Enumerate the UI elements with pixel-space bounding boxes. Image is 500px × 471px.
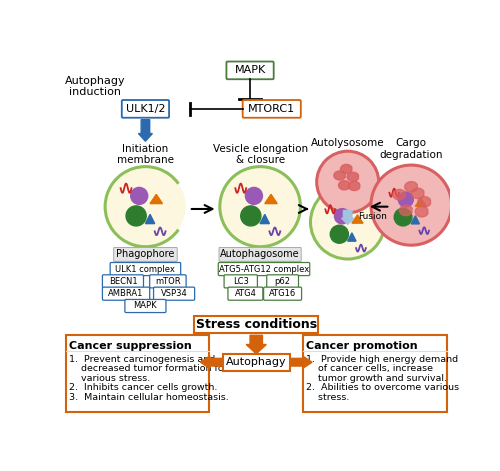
FancyBboxPatch shape — [66, 335, 209, 412]
Polygon shape — [393, 189, 406, 200]
Text: LC3: LC3 — [233, 277, 248, 286]
Polygon shape — [352, 215, 363, 223]
FancyBboxPatch shape — [122, 100, 169, 118]
Circle shape — [241, 206, 261, 226]
Polygon shape — [260, 214, 270, 224]
FancyBboxPatch shape — [224, 275, 258, 288]
FancyBboxPatch shape — [102, 275, 144, 288]
FancyArrow shape — [342, 211, 354, 224]
Text: Fusion: Fusion — [358, 212, 386, 221]
Polygon shape — [415, 206, 428, 217]
Text: ATG5-ATG12 complex: ATG5-ATG12 complex — [219, 265, 309, 274]
FancyBboxPatch shape — [110, 262, 180, 276]
Circle shape — [105, 167, 186, 247]
Text: Stress conditions: Stress conditions — [196, 318, 317, 331]
Circle shape — [310, 185, 385, 259]
Text: mTOR: mTOR — [155, 277, 180, 286]
Text: ULK1 complex: ULK1 complex — [116, 265, 176, 274]
Text: of cancer cells, increase: of cancer cells, increase — [306, 364, 433, 373]
Text: ULK1/2: ULK1/2 — [126, 104, 165, 114]
Text: Autolysosome: Autolysosome — [311, 138, 384, 148]
Polygon shape — [418, 196, 430, 207]
FancyBboxPatch shape — [223, 354, 290, 371]
Text: stress.: stress. — [306, 393, 349, 402]
FancyBboxPatch shape — [114, 247, 177, 261]
FancyBboxPatch shape — [242, 100, 301, 118]
Text: MTORC1: MTORC1 — [248, 104, 296, 114]
Polygon shape — [412, 188, 424, 199]
FancyBboxPatch shape — [154, 287, 194, 300]
Circle shape — [330, 225, 348, 243]
FancyBboxPatch shape — [150, 275, 186, 288]
Text: 1.  Prevent carcinogenesis and: 1. Prevent carcinogenesis and — [68, 355, 215, 364]
FancyArrow shape — [200, 356, 222, 368]
Polygon shape — [400, 205, 412, 216]
Text: various stress.: various stress. — [68, 374, 150, 383]
Text: MAPK: MAPK — [234, 65, 266, 75]
Polygon shape — [340, 164, 352, 173]
Text: Vesicle elongation
& closure: Vesicle elongation & closure — [212, 144, 308, 165]
Text: Autophagy
induction: Autophagy induction — [64, 76, 126, 97]
Text: Cancer suppression: Cancer suppression — [68, 341, 192, 350]
FancyBboxPatch shape — [102, 287, 150, 300]
Text: Autophagosome: Autophagosome — [220, 250, 300, 260]
FancyBboxPatch shape — [194, 316, 318, 333]
Polygon shape — [334, 171, 345, 180]
FancyBboxPatch shape — [125, 300, 166, 313]
FancyBboxPatch shape — [226, 62, 274, 79]
Text: Autophagy: Autophagy — [226, 357, 286, 367]
Polygon shape — [348, 233, 356, 241]
Text: VSP34: VSP34 — [160, 289, 188, 298]
Circle shape — [334, 209, 350, 224]
Polygon shape — [146, 214, 154, 224]
Circle shape — [398, 192, 413, 207]
Text: ATG4: ATG4 — [234, 289, 256, 298]
Polygon shape — [404, 182, 417, 192]
Text: MAPK: MAPK — [134, 301, 157, 310]
Circle shape — [246, 187, 262, 204]
Circle shape — [126, 206, 146, 226]
Text: 2.  Abilities to overcome various: 2. Abilities to overcome various — [306, 383, 459, 392]
Text: tumor growth and survival.: tumor growth and survival. — [306, 374, 447, 383]
FancyBboxPatch shape — [219, 247, 301, 261]
Circle shape — [220, 167, 300, 247]
Polygon shape — [347, 172, 358, 181]
Circle shape — [130, 187, 148, 204]
FancyArrow shape — [246, 335, 266, 354]
Text: AMBRA1: AMBRA1 — [108, 289, 144, 298]
FancyArrow shape — [138, 120, 152, 141]
Text: 1.  Provide high energy demand: 1. Provide high energy demand — [306, 355, 458, 364]
Text: Cargo
degradation: Cargo degradation — [380, 138, 443, 160]
FancyBboxPatch shape — [264, 287, 302, 300]
Polygon shape — [338, 181, 350, 190]
Text: 3.  Maintain cellular homeostasis.: 3. Maintain cellular homeostasis. — [68, 393, 228, 402]
Polygon shape — [416, 198, 426, 206]
Text: Cancer promotion: Cancer promotion — [306, 341, 418, 350]
Text: p62: p62 — [274, 277, 290, 286]
Polygon shape — [411, 216, 420, 224]
FancyBboxPatch shape — [266, 275, 298, 288]
Polygon shape — [348, 181, 360, 191]
Text: decreased tumor formation for: decreased tumor formation for — [68, 364, 228, 373]
Text: Initiation
membrane: Initiation membrane — [117, 144, 174, 165]
Circle shape — [394, 208, 412, 226]
Circle shape — [316, 151, 378, 213]
FancyBboxPatch shape — [218, 262, 310, 276]
Text: Phagophore: Phagophore — [116, 250, 174, 260]
Text: 2.  Inhibits cancer cells growth.: 2. Inhibits cancer cells growth. — [68, 383, 217, 392]
FancyBboxPatch shape — [303, 335, 447, 412]
Polygon shape — [150, 195, 162, 203]
Polygon shape — [265, 195, 277, 203]
Text: BECN1: BECN1 — [108, 277, 138, 286]
FancyBboxPatch shape — [228, 287, 263, 300]
Text: ATG16: ATG16 — [269, 289, 296, 298]
FancyArrow shape — [290, 356, 312, 368]
Circle shape — [371, 165, 452, 245]
